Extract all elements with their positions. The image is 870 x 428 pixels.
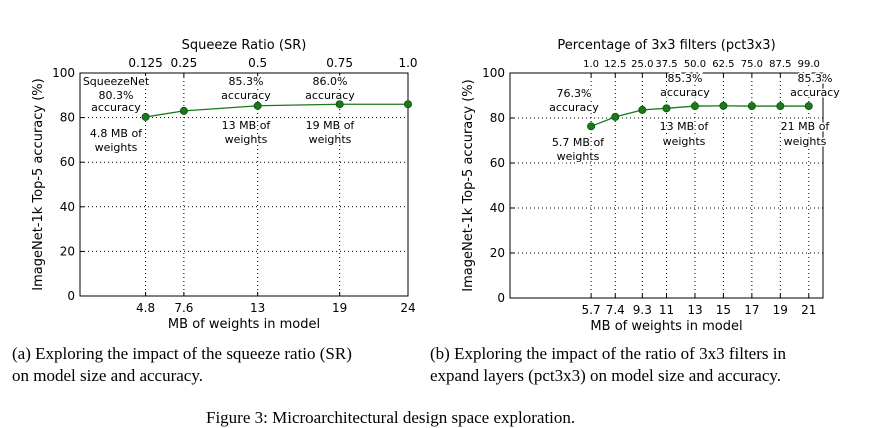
chart-1-ytick-label: 20	[60, 244, 75, 258]
chart-1-ytick-label: 80	[60, 111, 75, 125]
chart-2-annotation: accuracy	[660, 86, 710, 99]
chart-2-annotation: 13 MB of	[660, 120, 710, 133]
chart-1-ytick-label: 0	[67, 289, 75, 303]
chart-1-top-tick-label: 0.75	[326, 56, 353, 70]
chart-2-xtick-label: 9.3	[633, 303, 652, 317]
chart-2-xtick-label: 15	[716, 303, 731, 317]
chart-2-xtick-label: 11	[659, 303, 674, 317]
chart-1-annotation: SqueezeNet	[83, 75, 150, 88]
chart-1-top-tick-label: 0.125	[128, 56, 162, 70]
chart-2-top-tick-label: 75.0	[741, 59, 763, 70]
chart-2-top-tick-label: 50.0	[684, 59, 706, 70]
chart-1-data-point	[253, 101, 262, 110]
chart-1-xtick-label: 4.8	[136, 301, 155, 315]
chart-1-annotation: 85.3%	[229, 75, 264, 88]
chart-2-annotation: 85.3%	[668, 72, 703, 85]
chart-1-annotation: accuracy	[305, 89, 355, 102]
chart-2-top-tick-label: 25.0	[631, 59, 653, 70]
caption-a-line-2: on model size and accuracy.	[12, 366, 204, 385]
caption-a-line-1: (a) Exploring the impact of the squeeze …	[12, 344, 352, 363]
chart-1-top-axis-title: Squeeze Ratio (SR)	[182, 38, 307, 53]
caption-b-line-1: (b) Exploring the impact of the ratio of…	[430, 344, 786, 363]
chart-1-ytick-label: 40	[60, 200, 75, 214]
figure-svg: 0 20 40 60 80 100 4.8 0.125 7.6 0.25 13 0.5 19 0.75 24…	[31, 38, 842, 334]
chart-1-annotation: 19 MB of	[306, 119, 356, 132]
chart-1-xtick-label: 19	[332, 301, 347, 315]
chart-2-data-point	[747, 102, 756, 111]
chart-1-plot-frame	[79, 72, 409, 297]
chart-2-annotation: accuracy	[790, 86, 840, 99]
chart-2-data-point	[611, 112, 620, 121]
chart-1-xtick-label: 7.6	[174, 301, 193, 315]
chart-2-ytick-label: 0	[497, 291, 505, 305]
chart-2-annotation: 5.7 MB of	[552, 136, 605, 149]
chart-2-xtick-label: 5.7	[582, 303, 601, 317]
chart-1-data-point	[141, 112, 150, 121]
chart-2-top-axis-title: Percentage of 3x3 filters (pct3x3)	[557, 38, 775, 53]
chart-1-annotation: 86.0%	[313, 75, 348, 88]
chart-2-top-tick-label: 62.5	[712, 59, 734, 70]
chart-1-annotation: 80.3%	[99, 89, 134, 102]
chart-2-annotation: 76.3%	[557, 87, 592, 100]
chart-1-xtick-label: 24	[400, 301, 415, 315]
chart-2-top-tick-label: 1.0	[583, 59, 599, 70]
caption-b: (b) Exploring the impact of the ratio of…	[430, 343, 786, 387]
chart-1-annotation: 13 MB of	[222, 119, 272, 132]
chart-1-data-point	[403, 100, 412, 109]
chart-2-top-tick-label: 12.5	[604, 59, 626, 70]
chart-2-ytick-label: 60	[490, 156, 505, 170]
chart-2-top-tick-label: 87.5	[769, 59, 791, 70]
chart-1-y-axis-title: ImageNet-1k Top-5 accuracy (%)	[31, 78, 46, 290]
chart-2-xtick-label: 13	[687, 303, 702, 317]
chart-2-xtick-label: 7.4	[606, 303, 625, 317]
caption-b-line-2: expand layers (pct3x3) on model size and…	[430, 366, 782, 385]
chart-2-annotation: accuracy	[549, 101, 599, 114]
chart-2-annotation: weights	[557, 150, 600, 163]
chart-2-x-axis-title: MB of weights in model	[590, 319, 742, 334]
chart-2-annotation: weights	[784, 135, 827, 148]
chart-1-annotation: weights	[309, 133, 352, 146]
chart-2-y-axis-title: ImageNet-1k Top-5 accuracy (%)	[461, 79, 476, 291]
chart-2-annotation: weights	[663, 135, 706, 148]
chart-2-data-point	[690, 102, 699, 111]
chart-1-top-tick-label: 1.0	[398, 56, 417, 70]
chart-1-annotation: weights	[95, 141, 138, 154]
chart-1-ytick-label: 60	[60, 155, 75, 169]
chart-1-top-tick-label: 0.5	[248, 56, 267, 70]
chart-1-xtick-label: 13	[250, 301, 265, 315]
chart-2-top-tick-label: 99.0	[798, 59, 820, 70]
chart-1-ytick-label: 100	[52, 66, 75, 80]
chart-1-annotation: accuracy	[221, 89, 271, 102]
chart-1-data-point	[335, 100, 344, 109]
chart-2-ytick-label: 100	[482, 66, 505, 80]
chart-2-top-tick-label: 37.5	[655, 59, 677, 70]
chart-2-xtick-label: 17	[744, 303, 759, 317]
chart-2-ytick-label: 80	[490, 111, 505, 125]
chart-2-xtick-label: 21	[801, 303, 816, 317]
figure-caption: Figure 3: Microarchitectural design spac…	[206, 408, 576, 427]
chart-2-annotation: 21 MB of	[781, 120, 831, 133]
chart-1-annotation: weights	[225, 133, 268, 146]
chart-1-top-tick-label: 0.25	[171, 56, 198, 70]
caption-a: (a) Exploring the impact of the squeeze …	[12, 343, 352, 387]
chart-2-data-point	[804, 102, 813, 111]
chart-1-annotation: 4.8 MB of	[90, 127, 143, 140]
chart-1-x-axis-title: MB of weights in model	[168, 317, 320, 332]
chart-1-data-point	[179, 106, 188, 115]
chart-2-plot-frame	[509, 72, 824, 299]
chart-2-data-point	[662, 104, 671, 113]
chart-2-annotation: 85.3%	[798, 72, 833, 85]
chart-2-data-point	[587, 122, 596, 131]
chart-2-ytick-label: 20	[490, 246, 505, 260]
chart-1-annotation: accuracy	[91, 101, 141, 114]
chart-2-data-point	[638, 105, 647, 114]
chart-2-xtick-label: 19	[773, 303, 788, 317]
chart-2-data-point	[776, 102, 785, 111]
chart-2-ytick-label: 40	[490, 201, 505, 215]
chart-2-data-point	[719, 101, 728, 110]
